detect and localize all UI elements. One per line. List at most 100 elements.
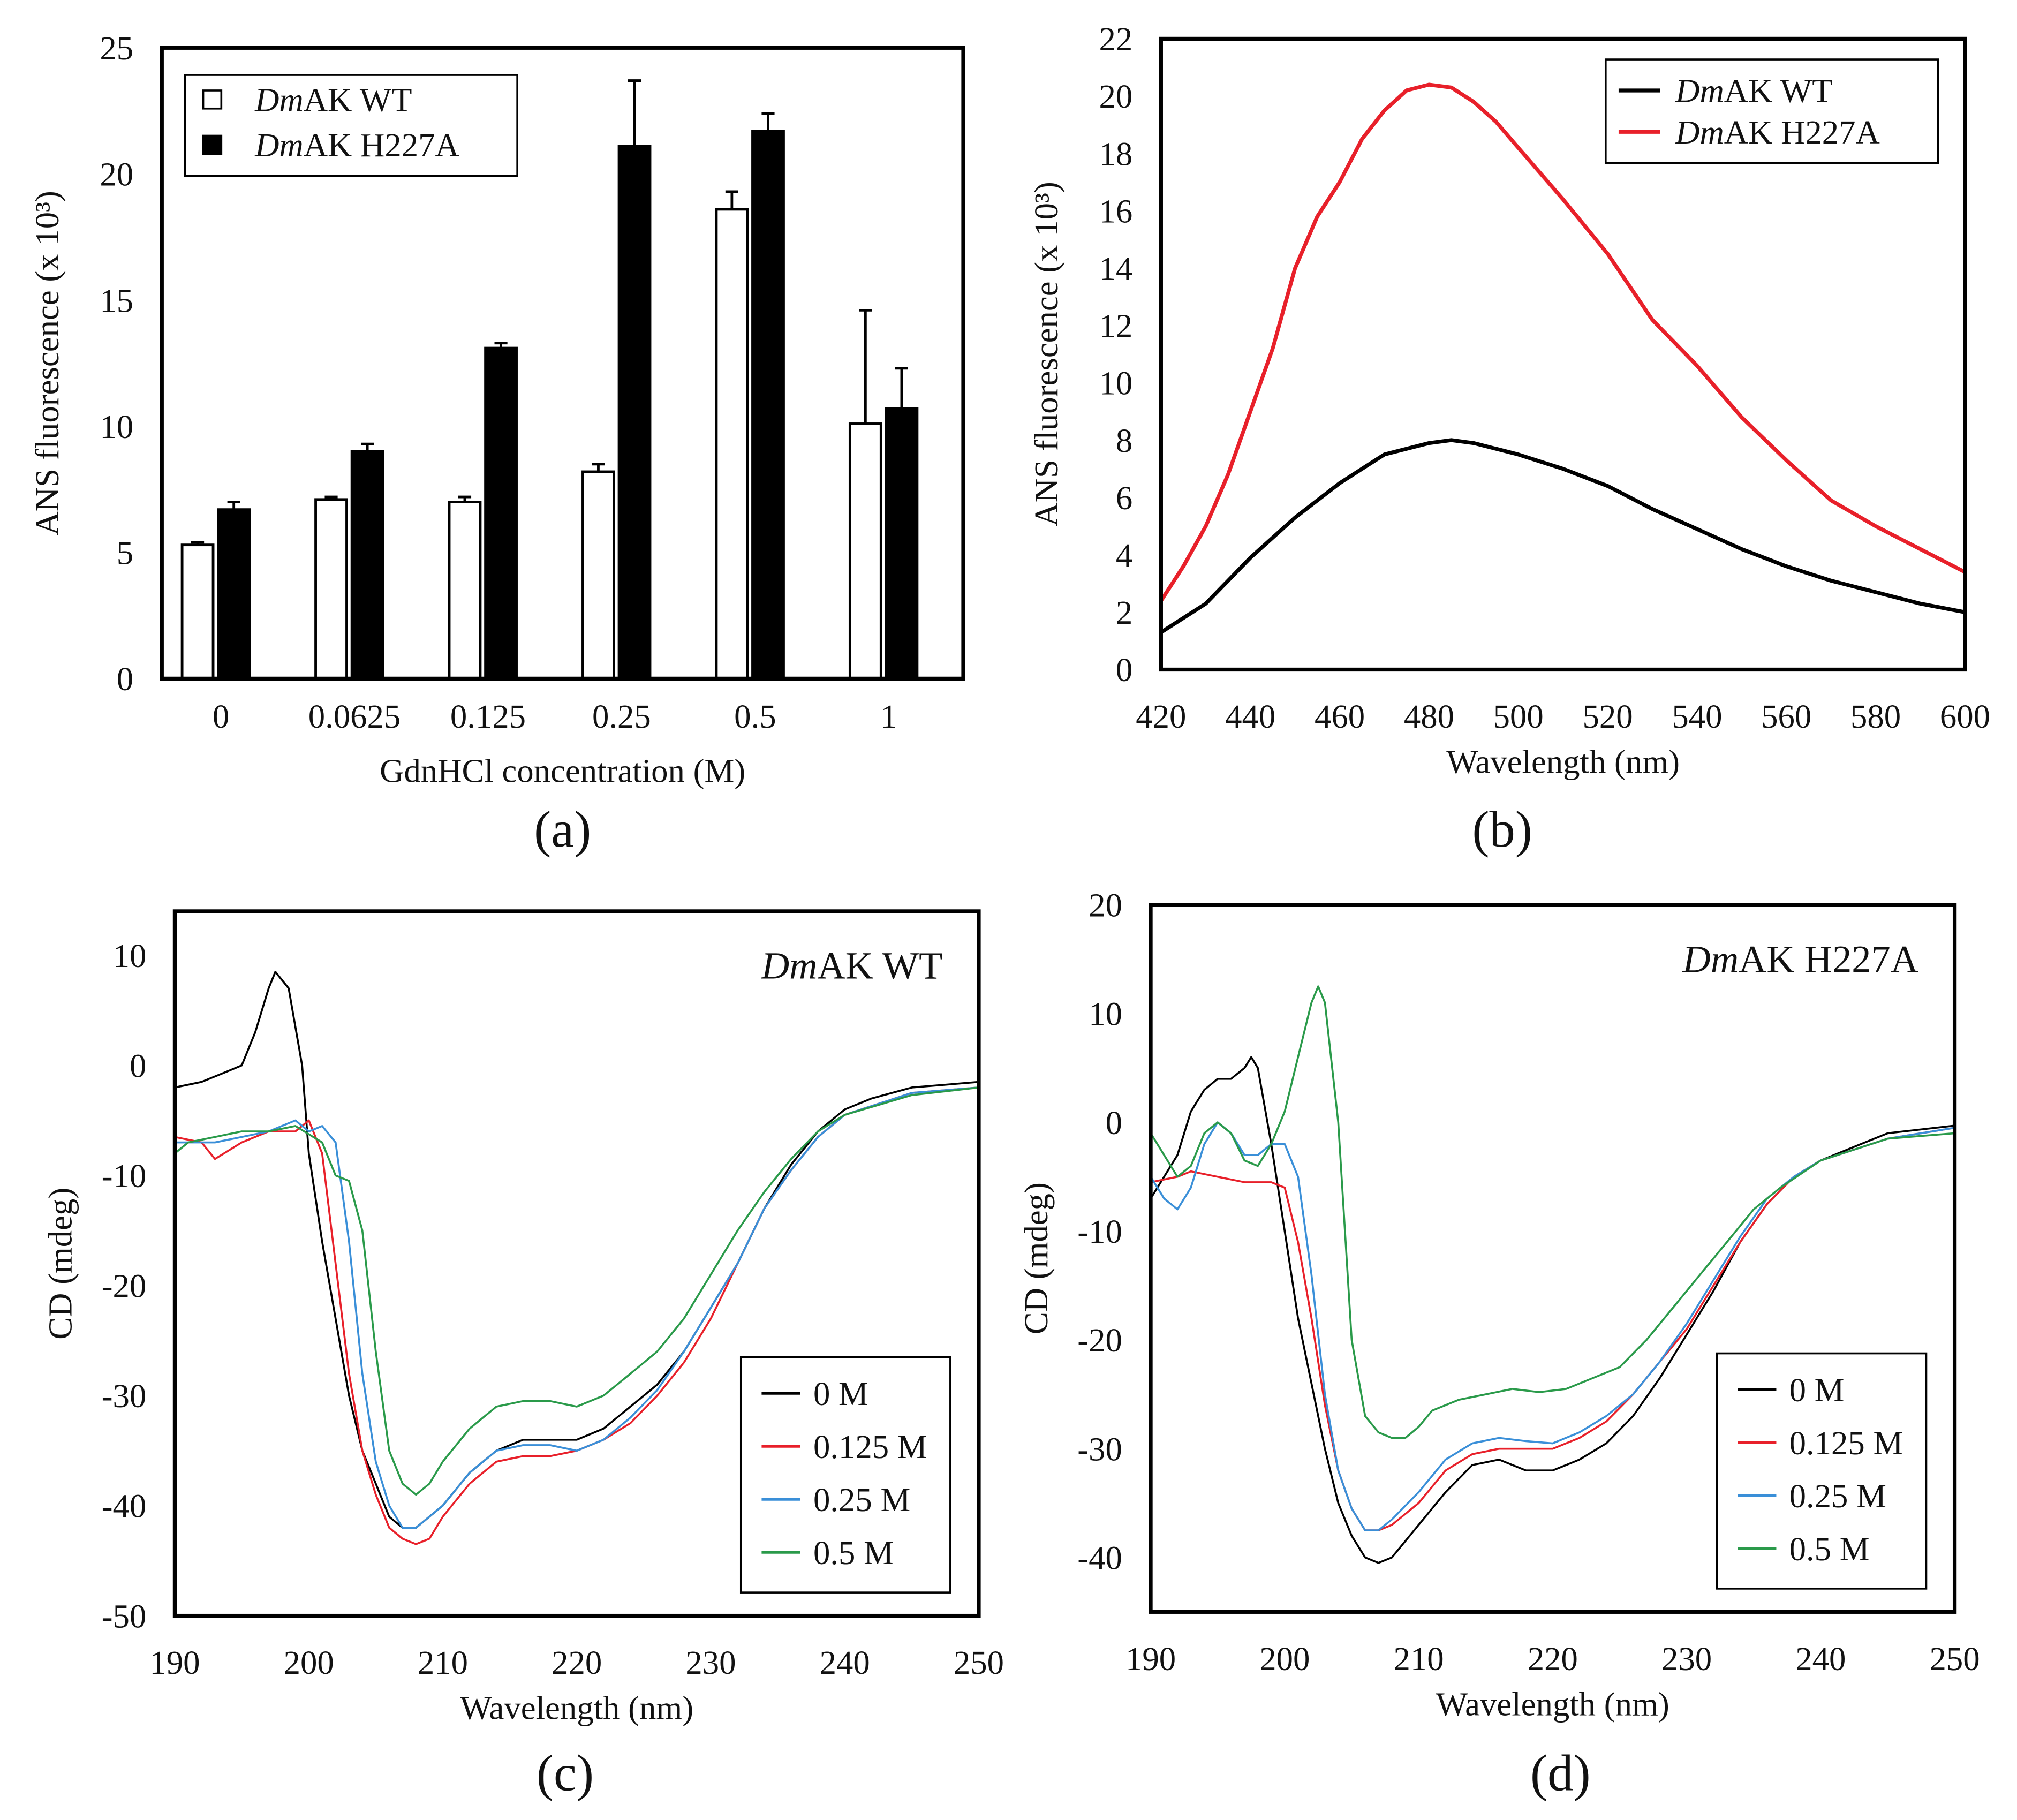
legend-entry: 0 M	[1789, 1371, 1845, 1409]
label-rest: AK H227A	[1739, 937, 1918, 980]
bar-wt	[180, 543, 215, 680]
y-tick-label: 8	[1116, 422, 1132, 459]
label-rest: AK WT	[1724, 72, 1833, 110]
y-tick-label: 22	[1099, 20, 1133, 58]
panel-annotation: DmAK WT	[761, 943, 943, 987]
panel-annotation: DmAK H227A	[1682, 937, 1918, 980]
y-tick-label: 16	[1099, 192, 1133, 230]
x-tick-label: 420	[1136, 698, 1186, 735]
y-tick-label: 20	[100, 156, 133, 193]
y-tick-label: 10	[113, 937, 147, 975]
series-line-0-5-m	[174, 1086, 979, 1496]
bar-wt	[715, 208, 749, 680]
legend-entry: 0.125 M	[1789, 1424, 1903, 1462]
x-tick-label: 0.5	[734, 698, 776, 735]
series-line-dmak-h227a	[1159, 82, 1966, 602]
legend-entry: DmAK H227A	[1675, 114, 1880, 151]
x-tick-label: 190	[1125, 1640, 1176, 1678]
y-tick-label: -50	[102, 1597, 147, 1635]
panel-label: (a)	[534, 801, 591, 858]
x-tick-label: 580	[1850, 698, 1901, 735]
legend-entry: 0.25 M	[1789, 1477, 1886, 1515]
legend: 0 M 0.125 M 0.25 M 0.5 M	[1716, 1352, 1928, 1590]
bar-h227a	[217, 508, 251, 680]
legend-entry: 0 M	[813, 1375, 868, 1413]
italic-species: Dm	[254, 126, 304, 164]
bar-h227a	[484, 346, 518, 680]
legend-entry: DmAK WT	[1675, 72, 1832, 110]
chart-panel-c: -50 -40 -30 -20 -10 0 10 CD (mdeg) Wavelength (n…	[41, 909, 1004, 1801]
x-tick-label: 240	[1795, 1640, 1846, 1678]
x-tick-label: 520	[1582, 698, 1633, 735]
y-tick-label: 0	[1106, 1104, 1122, 1142]
x-tick-label: 250	[954, 1644, 1004, 1681]
y-tick-label: 25	[100, 29, 133, 67]
label-rest: AK H227A	[304, 126, 459, 164]
label-rest: AK H227A	[1724, 114, 1880, 151]
plot-frame	[1159, 36, 1967, 672]
series-line-0-125-m	[1150, 1127, 1955, 1531]
x-tick-label: 250	[1930, 1640, 1980, 1678]
bar-h227a	[350, 450, 384, 680]
x-tick-label: 240	[820, 1644, 870, 1681]
series-line-0-5-m	[1150, 985, 1955, 1439]
y-tick-label: 14	[1099, 250, 1133, 288]
chart-panel-b: 0 2 4 6 8 10 12 14 16 18 20 22 ANS fluorescence (x 1…	[1028, 20, 1990, 858]
plot-frame	[172, 909, 981, 1618]
legend-entry: 0.5 M	[813, 1534, 894, 1572]
bar-wt	[448, 501, 482, 680]
y-tick-label: 0	[1116, 651, 1132, 689]
x-tick-label: 200	[284, 1644, 334, 1681]
x-tick-label: 460	[1315, 698, 1365, 735]
y-tick-label: 12	[1099, 307, 1133, 345]
x-axis-label: Wavelength (nm)	[1436, 1685, 1669, 1723]
x-tick-label: 230	[685, 1644, 736, 1681]
x-tick-label: 220	[552, 1644, 602, 1681]
series-line-dmak-wt	[1160, 438, 1966, 635]
x-axis-label: Wavelength (nm)	[1446, 743, 1680, 781]
x-tick-label: 0.25	[592, 698, 651, 735]
y-tick-label: 5	[117, 534, 133, 571]
y-axis-label: ANS fluorescence (x 10³)	[28, 191, 66, 535]
x-tick-label: 190	[149, 1644, 200, 1681]
bar-h227a	[617, 145, 652, 680]
x-tick-label: 210	[1394, 1640, 1444, 1678]
legend-box	[184, 74, 518, 177]
y-axis-label: CD (mdeg)	[1017, 1182, 1055, 1334]
y-tick-label: 0	[130, 1047, 146, 1084]
y-tick-label: 0	[117, 660, 133, 698]
x-tick-label: 0.0625	[308, 698, 401, 735]
legend-entry: DmAK WT	[254, 81, 412, 119]
label-rest: AK WT	[304, 81, 412, 119]
legend: DmAK WT DmAK H227A	[184, 74, 518, 177]
legend: DmAK WT DmAK H227A	[1604, 58, 1939, 164]
bar-wt	[581, 470, 615, 680]
x-axis-label: GdnHCl concentration (M)	[380, 752, 745, 790]
x-tick-label: 440	[1225, 698, 1275, 735]
x-tick-label: 500	[1493, 698, 1544, 735]
series-line-0-25-m	[175, 1086, 979, 1529]
x-axis-label: Wavelength (nm)	[460, 1689, 693, 1727]
y-tick-label: 4	[1116, 537, 1132, 574]
legend-entry: DmAK H227A	[254, 126, 459, 164]
x-tick-label: 540	[1672, 698, 1722, 735]
y-axis-label: CD (mdeg)	[41, 1188, 79, 1340]
y-tick-label: 6	[1116, 479, 1132, 517]
y-tick-label: 20	[1099, 78, 1133, 115]
panel-label: (c)	[537, 1744, 594, 1801]
y-tick-label: -40	[102, 1487, 147, 1525]
x-tick-label: 210	[418, 1644, 468, 1681]
label-rest: AK WT	[817, 943, 942, 987]
y-tick-label: 10	[1099, 365, 1133, 402]
panel-label: (d)	[1530, 1744, 1591, 1801]
x-tick-label: 200	[1259, 1640, 1310, 1678]
x-tick-label: 600	[1940, 698, 1990, 735]
y-tick-label: 10	[1089, 995, 1122, 1033]
y-tick-label: 18	[1099, 135, 1133, 172]
panel-label: (b)	[1472, 801, 1532, 858]
y-axis-label: ANS fluorescence (x 10³)	[1028, 182, 1065, 526]
y-tick-label: 15	[100, 282, 133, 319]
y-tick-label: 20	[1089, 887, 1122, 924]
legend-entry: 0.125 M	[813, 1428, 927, 1466]
